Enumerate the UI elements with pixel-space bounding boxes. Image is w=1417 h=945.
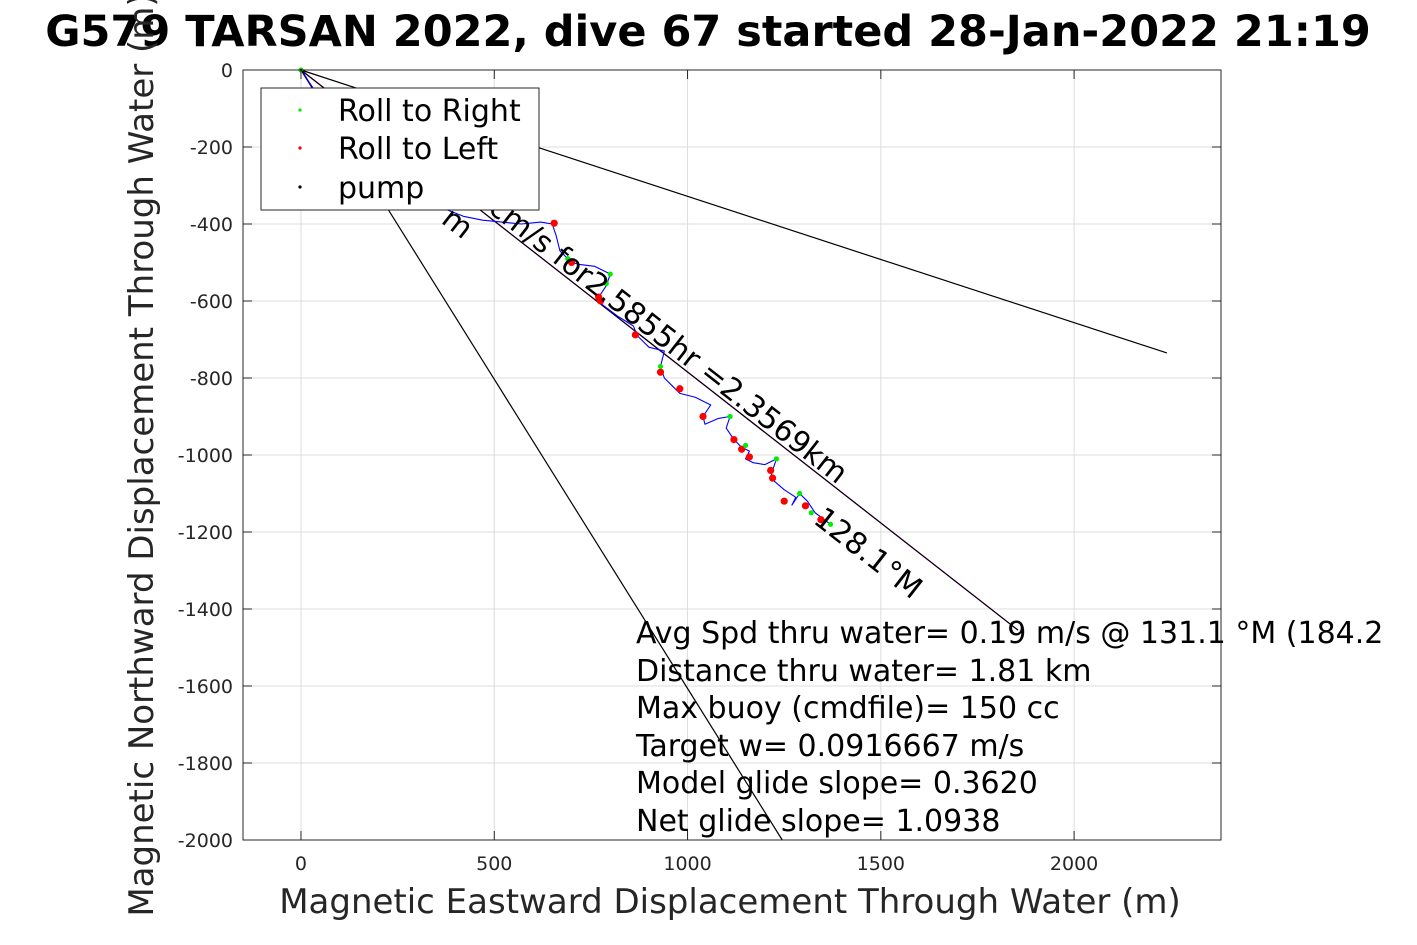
heading-label: 128.1°M — [807, 501, 928, 607]
legend-marker-pump — [298, 185, 302, 189]
roll-left-point — [801, 502, 810, 510]
info-distance: Distance thru water= 1.81 km — [636, 654, 1091, 689]
y-tick-label: -600 — [190, 291, 233, 313]
roll-right-point — [827, 521, 834, 527]
info-max-buoy: Max buoy (cmdfile)= 150 cc — [636, 691, 1060, 726]
roll-left-point — [817, 516, 825, 524]
y-tick-label: -400 — [190, 214, 233, 236]
x-axis-label: Magnetic Eastward Displacement Through W… — [279, 882, 1181, 922]
roll-right-point — [657, 363, 664, 370]
legend-marker-roll-right — [298, 108, 302, 112]
y-axis-label: Magnetic Northward Displacement Through … — [122, 0, 162, 917]
roll-left-point — [596, 297, 605, 305]
y-tick-label: -2000 — [178, 830, 233, 852]
y-tick-label: -1400 — [178, 599, 233, 621]
roll-right-point — [808, 510, 814, 516]
roll-left-point — [738, 445, 746, 453]
legend-label-roll-left: Roll to Left — [338, 132, 498, 167]
roll-left-point — [768, 474, 777, 482]
roll-right-point — [727, 413, 733, 420]
legend-box — [260, 87, 540, 211]
info-target-w: Target w= 0.0916667 m/s — [635, 729, 1024, 764]
pump-point — [301, 70, 305, 74]
x-tick-label: 500 — [476, 853, 512, 875]
x-tick-label: 0 — [295, 853, 307, 875]
legend-label-pump: pump — [338, 171, 424, 206]
x-tick-label: 1000 — [663, 853, 711, 875]
y-tick-label: -200 — [190, 137, 233, 159]
x-tick-label: 2000 — [1050, 853, 1098, 875]
roll-left-point — [676, 385, 684, 393]
roll-left-point — [656, 368, 665, 376]
info-avg-speed: Avg Spd thru water= 0.19 m/s @ 131.1 °M … — [636, 616, 1383, 651]
dive-summary: Avg Spd thru water= 0.19 m/s @ 131.1 °M … — [635, 616, 1383, 839]
roll-right-point — [565, 256, 571, 262]
y-tick-label: -1600 — [178, 676, 233, 698]
info-model-glide-slope: Model glide slope= 0.3620 — [636, 766, 1038, 801]
y-tick-label: 0 — [221, 60, 233, 82]
y-tick-label: -1800 — [178, 753, 233, 775]
roll-right-point — [797, 490, 803, 497]
legend-label-roll-right: Roll to Right — [338, 94, 521, 129]
roll-left-point — [780, 497, 788, 505]
roll-right-point — [603, 281, 609, 287]
legend: Roll to Right Roll to Left pump — [260, 87, 540, 211]
roll-left-point — [767, 466, 775, 474]
legend-marker-roll-left — [298, 146, 302, 150]
y-tick-label: -800 — [190, 368, 233, 390]
track-label: cm/s for2.5855hr =2.3569km — [482, 190, 854, 491]
annotations: m cm/s for2.5855hr =2.3569km 128.1°M — [435, 190, 928, 607]
roll-right-point — [773, 456, 780, 462]
info-net-glide-slope: Net glide slope= 1.0938 — [636, 804, 1000, 839]
chart-title: G579 TARSAN 2022, dive 67 started 28-Jan… — [45, 7, 1371, 57]
roll-left-point — [567, 258, 576, 267]
x-tick-label: 1500 — [857, 853, 905, 875]
roll-right-point — [742, 442, 749, 448]
roll-markers — [298, 67, 834, 527]
roll-left-point — [730, 436, 738, 444]
axis-ticks: 0 500 1000 1500 2000 0 -200 -400 -600 -800 -1000 -1… — [178, 60, 1221, 875]
roll-right-point — [607, 271, 613, 277]
y-tick-label: -1000 — [178, 445, 233, 467]
roll-left-point — [550, 219, 558, 227]
roll-left-point — [745, 453, 753, 461]
roll-left-point — [699, 412, 707, 421]
y-tick-label: -1200 — [178, 522, 233, 544]
roll-left-point — [631, 331, 639, 339]
